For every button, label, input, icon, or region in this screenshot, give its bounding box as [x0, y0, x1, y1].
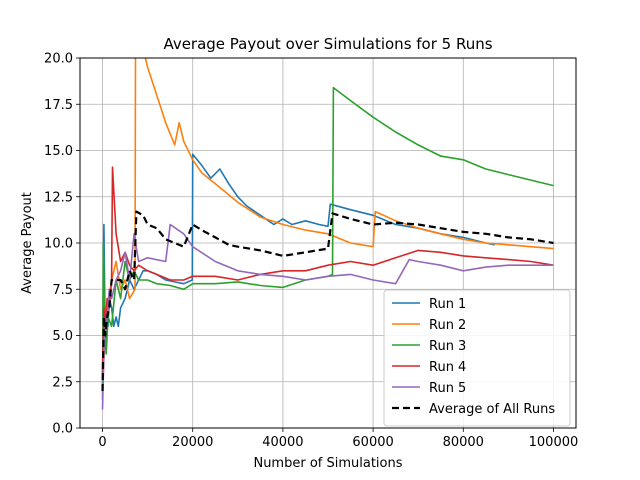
- legend-label: Run 1: [429, 297, 466, 312]
- legend: Run 1 Run 2 Run 3 Run 4 Run 5 Average of All …: [383, 289, 571, 427]
- legend-label: Average of All Runs: [429, 402, 555, 417]
- series-line-3: [101, 86, 554, 401]
- y-tick-label: 7.5: [52, 283, 73, 298]
- chart-title: Average Payout over Simulations for 5 Ru…: [163, 35, 492, 53]
- series-line-2: [101, 58, 554, 392]
- y-tick-label: 15.0: [44, 144, 73, 159]
- x-tick-label: 0: [98, 435, 106, 450]
- x-axis-label: Number of Simulations: [253, 456, 402, 471]
- y-tick-label: 12.5: [44, 190, 73, 205]
- legend-label: Run 5: [429, 381, 466, 396]
- y-tick-label: 10.0: [44, 237, 73, 252]
- legend-label: Run 2: [429, 318, 466, 333]
- legend-frame: [383, 289, 571, 427]
- legend-label: Run 4: [429, 360, 466, 375]
- x-tick-label: 20000: [172, 435, 213, 450]
- y-tick-label: 20.0: [44, 52, 73, 67]
- y-axis-ticks: 0.0 2.5 5.0 7.5 10.0 12.5 15.0 17.5 20.0: [44, 52, 80, 437]
- y-tick-label: 17.5: [44, 98, 73, 113]
- x-tick-label: 80000: [443, 435, 484, 450]
- y-tick-label: 2.5: [52, 375, 73, 390]
- y-tick-label: 0.0: [52, 422, 73, 437]
- x-tick-label: 60000: [352, 435, 393, 450]
- series-line-1: [101, 153, 495, 392]
- legend-label: Run 3: [429, 339, 466, 354]
- x-tick-label: 100000: [529, 435, 579, 450]
- series-group: [101, 58, 554, 410]
- x-axis-ticks: 0 20000 40000 60000 80000 100000: [98, 428, 578, 450]
- series-line-4: [101, 166, 554, 373]
- x-tick-label: 40000: [262, 435, 303, 450]
- y-axis-label: Average Payout: [20, 192, 35, 294]
- series-line-6: [101, 210, 554, 392]
- y-tick-label: 5.0: [52, 329, 73, 344]
- series-line-5: [101, 223, 554, 410]
